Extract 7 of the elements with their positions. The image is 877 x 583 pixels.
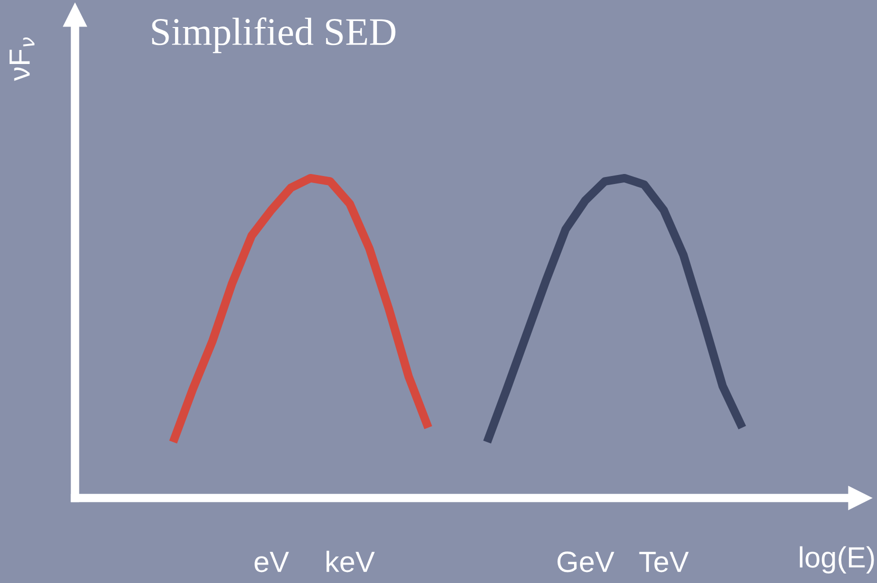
x-tick-label: keV [326,550,375,572]
x-tick-label: TeV [639,552,689,572]
y-axis-title: νF$_{ν}$ [10,37,34,81]
x-tick-label: eV [254,552,289,572]
chart-title: Simplified SED [152,17,396,54]
x-axis-title: log(E) [800,546,874,574]
x-tick-label: GeV [558,552,614,572]
